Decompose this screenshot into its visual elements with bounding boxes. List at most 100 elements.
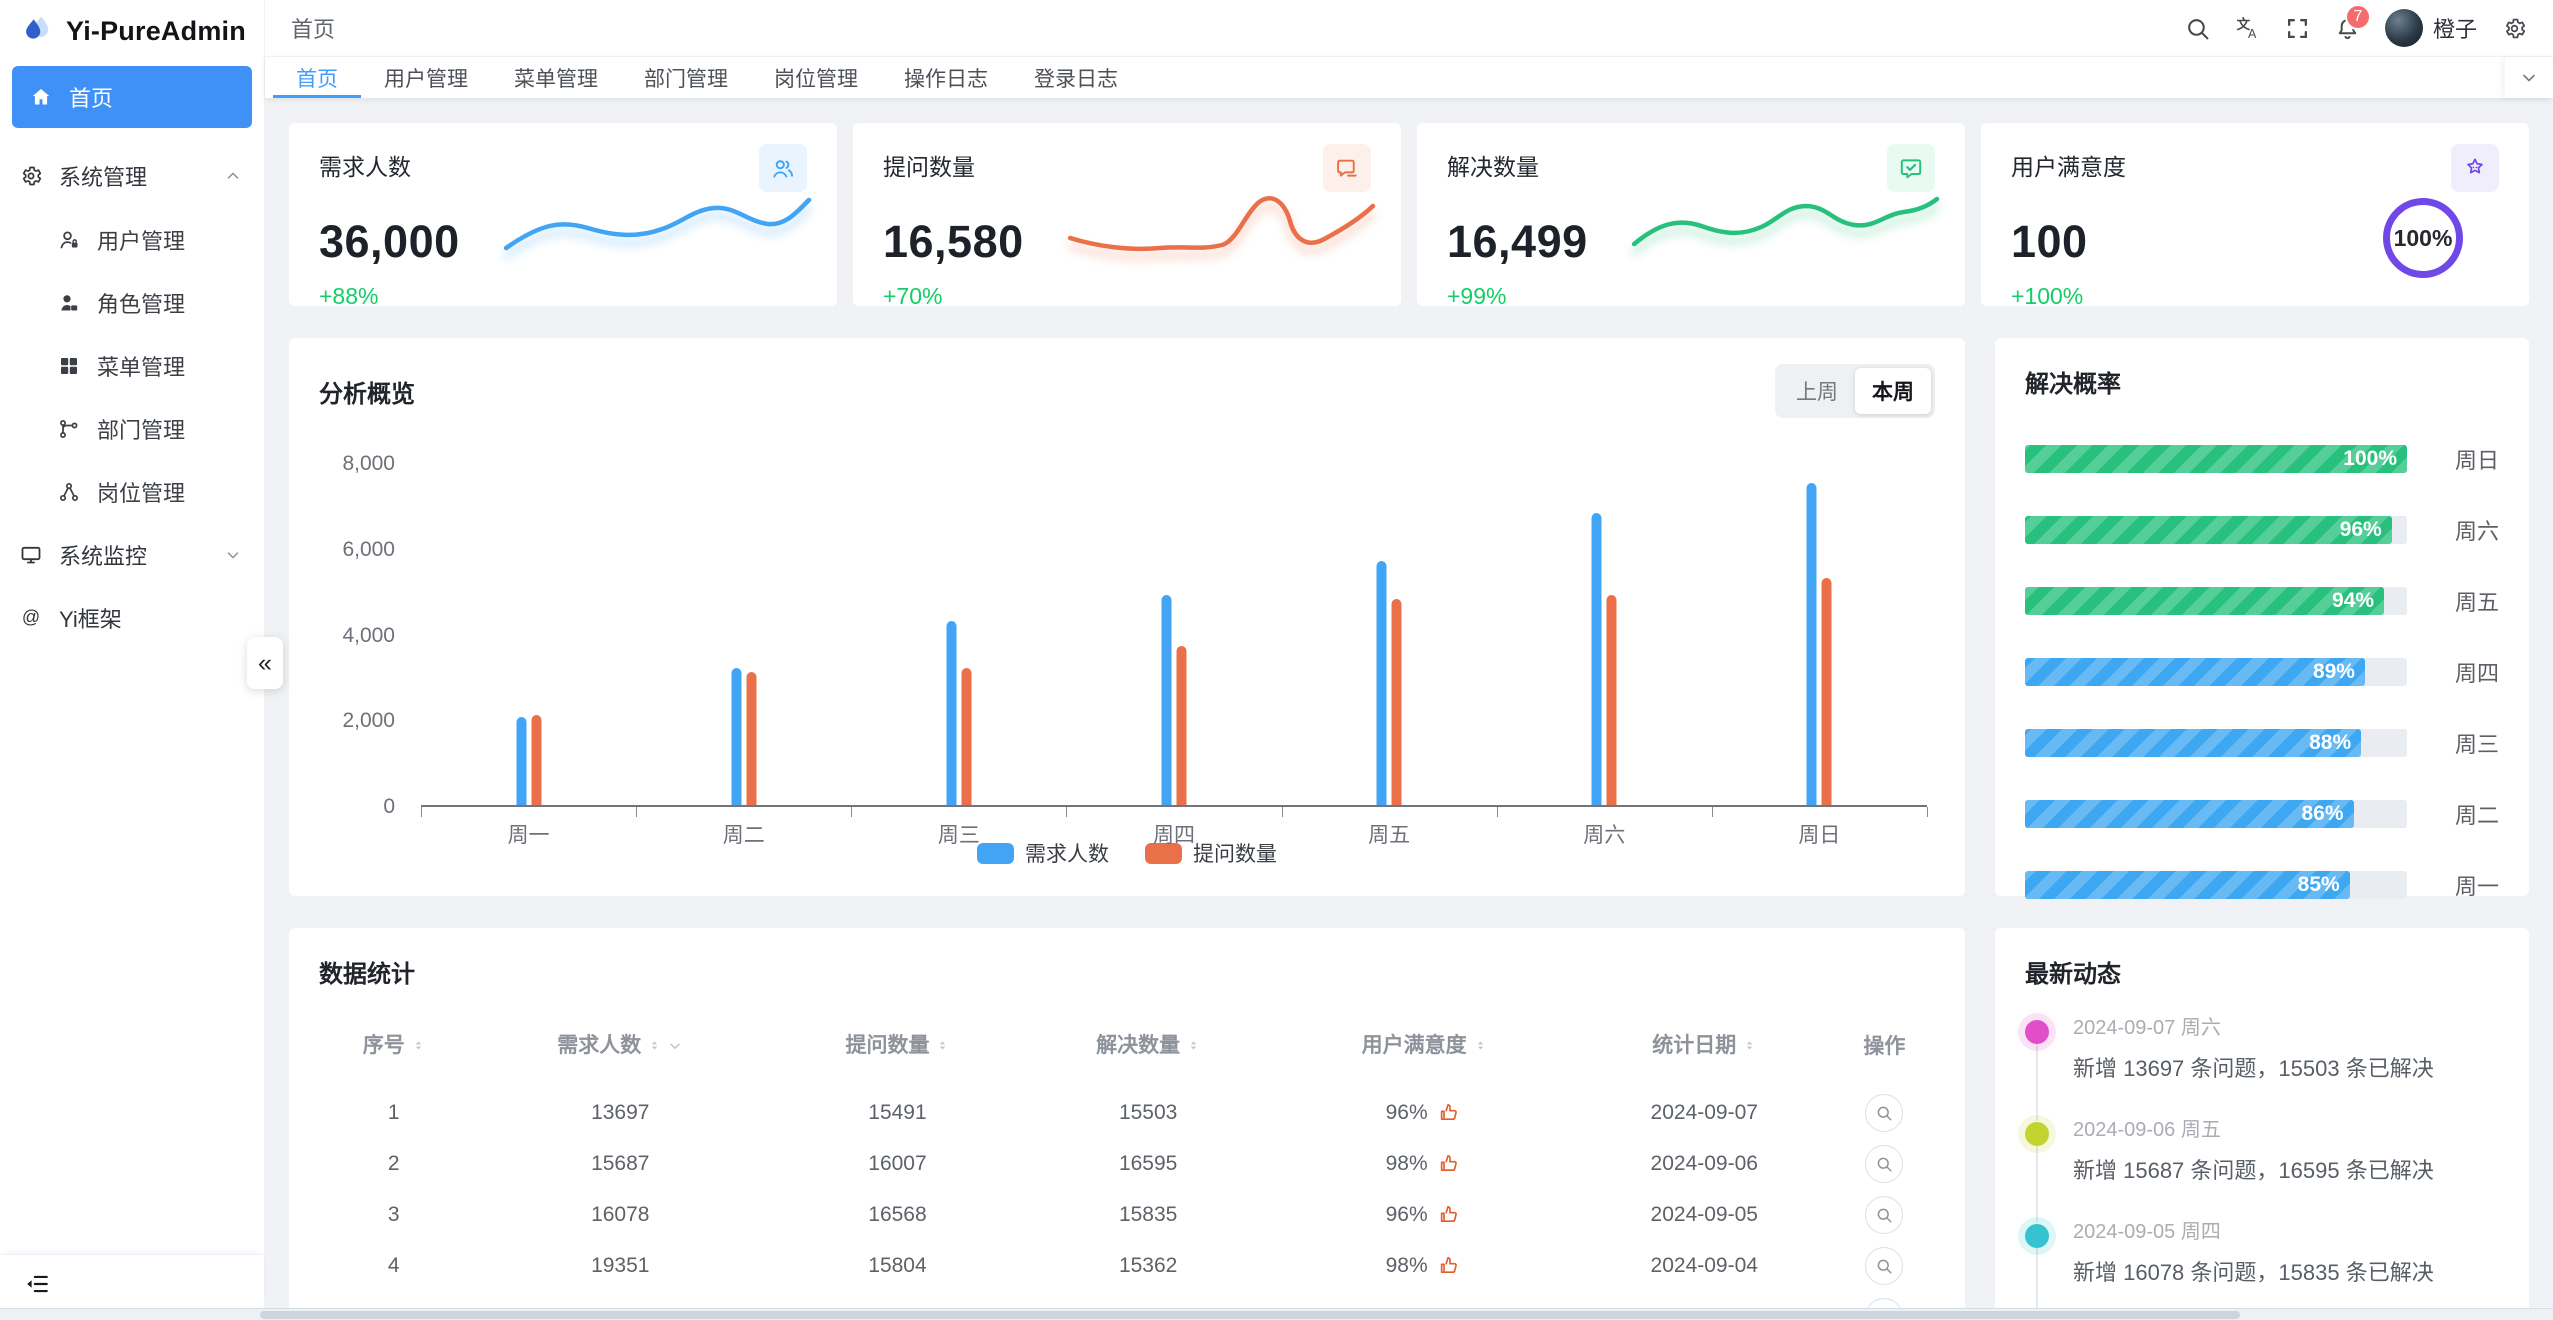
svg-text:文: 文 — [2237, 16, 2251, 32]
week-toggle: 上周 本周 — [1775, 364, 1935, 418]
table-column-header: 操作 — [1834, 999, 1935, 1087]
timeline-connector — [2036, 1041, 2038, 1121]
role-icon — [56, 290, 82, 316]
user-menu[interactable]: 橙子 — [2373, 9, 2489, 47]
table-column-label: 解决数量 — [1096, 1034, 1181, 1057]
sort-caret-icon[interactable] — [412, 1036, 425, 1061]
sort-caret-icon[interactable] — [648, 1036, 661, 1061]
timeline-entry: 2024-09-05 周四 新增 16078 条问题，15835 条已解决 — [2025, 1215, 2499, 1320]
table-column-header[interactable]: 提问数量 — [772, 999, 1023, 1087]
table-cell: 15835 — [1118, 1202, 1178, 1226]
sidebar-item-role[interactable]: 角色管理 — [0, 271, 264, 334]
table-column-header[interactable]: 序号 — [319, 999, 468, 1087]
table-cell: 15362 — [1118, 1253, 1178, 1277]
tab-item[interactable]: 首页 — [273, 57, 361, 98]
search-icon[interactable] — [2173, 0, 2223, 56]
bar-需求人数 — [1161, 595, 1172, 805]
user-icon — [56, 227, 82, 253]
solve-progress-row: 85% 周一 — [2025, 869, 2499, 901]
table-row: 4 19351 15804 15362 98% 2024-09-04 — [319, 1240, 1935, 1291]
table-cell: 16568 — [868, 1202, 927, 1226]
y-axis-label: 6,000 — [342, 537, 395, 561]
bar-提问数量 — [1391, 599, 1402, 805]
satisfaction-value: 96% — [1386, 1100, 1463, 1126]
row-view-button[interactable] — [1865, 1246, 1904, 1285]
table-column-header[interactable]: 用户满意度 — [1273, 999, 1574, 1087]
msg-check-icon — [1898, 155, 1924, 181]
chevron-down-icon[interactable] — [667, 1036, 683, 1060]
x-axis-label: 周日 — [1798, 824, 1841, 847]
tab-item[interactable]: 登录日志 — [1034, 67, 1118, 91]
sidebar-menu: 首页系统管理 用户管理 角色管理 菜单管理 部门管理 岗位管理 系统监控 @ Yi框架 — [0, 62, 264, 649]
progress-fill: 89% — [2025, 658, 2365, 686]
sidebar-item-share[interactable]: 岗位管理 — [0, 460, 264, 523]
sort-caret-icon[interactable] — [1187, 1036, 1200, 1061]
sidebar-item-user[interactable]: 用户管理 — [0, 208, 264, 271]
sort-caret-icon[interactable] — [936, 1036, 949, 1061]
row-view-button[interactable] — [1865, 1093, 1904, 1132]
settings-gear-icon[interactable] — [2489, 0, 2539, 56]
progress-track: 94% — [2025, 587, 2407, 615]
sidebar-item-grid[interactable]: 菜单管理 — [0, 334, 264, 397]
notification-bell-icon[interactable]: 7 — [2323, 0, 2373, 56]
app-logo[interactable]: Yi-PureAdmin — [0, 0, 264, 62]
stat-card-header: 需求人数 — [319, 144, 807, 192]
sparkline — [1629, 176, 1940, 276]
week-toggle-button[interactable]: 上周 — [1796, 381, 1838, 404]
sidebar-item-at[interactable]: @ Yi框架 — [0, 587, 264, 649]
sidebar-item-branch[interactable]: 部门管理 — [0, 397, 264, 460]
bar-提问数量 — [746, 672, 757, 805]
username: 橙子 — [2432, 17, 2477, 42]
tabs-more-chevron-down-icon[interactable] — [2505, 57, 2553, 98]
breadcrumb[interactable]: 首页 — [291, 17, 336, 42]
bar-需求人数 — [516, 717, 527, 805]
sparkline — [1065, 176, 1376, 276]
progress-track: 96% — [2025, 516, 2407, 544]
sort-caret-icon[interactable] — [1743, 1036, 1756, 1061]
tab-item[interactable]: 菜单管理 — [514, 67, 598, 91]
legend-item[interactable]: 提问数量 — [1145, 838, 1277, 868]
legend-item[interactable]: 需求人数 — [977, 838, 1109, 868]
stat-card-value: 16,499 — [1447, 216, 1588, 267]
progress-track: 85% — [2025, 871, 2407, 899]
stat-card-value: 16,580 — [883, 216, 1024, 267]
bar-需求人数 — [731, 668, 742, 805]
sidebar-item-monitor[interactable]: 系统监控 — [0, 523, 264, 587]
fullscreen-icon[interactable] — [2273, 0, 2323, 56]
sidebar-collapse-button[interactable]: « — [247, 637, 283, 689]
x-axis-tick — [421, 807, 422, 817]
tab-item[interactable]: 操作日志 — [904, 67, 988, 91]
tab-item[interactable]: 岗位管理 — [774, 67, 858, 91]
horizontal-scrollbar[interactable] — [0, 1308, 2553, 1320]
share-icon — [56, 479, 82, 505]
tab-item[interactable]: 用户管理 — [384, 67, 468, 91]
progress-day-label: 周四 — [2454, 661, 2499, 686]
chart-legend: 需求人数 提问数量 — [319, 828, 1935, 870]
x-axis-tick — [1281, 807, 1283, 817]
row-view-button[interactable] — [1865, 1144, 1904, 1183]
scrollbar-thumb[interactable] — [260, 1311, 2240, 1319]
satisfaction-text: 98% — [1385, 1151, 1428, 1175]
tab-item[interactable]: 部门管理 — [644, 67, 728, 91]
star-icon — [2462, 155, 2488, 181]
sort-caret-icon[interactable] — [1474, 1036, 1487, 1061]
timeline-entry: 2024-09-07 周六 新增 13697 条问题，15503 条已解决 — [2025, 1011, 2499, 1121]
progress-fill: 88% — [2025, 729, 2362, 757]
bar-提问数量 — [1821, 578, 1832, 805]
table-column-header[interactable]: 解决数量 — [1023, 999, 1274, 1087]
timeline-text: 新增 15687 条问题，16595 条已解决 — [2073, 1158, 2434, 1183]
week-toggle-button[interactable]: 本周 — [1855, 368, 1931, 414]
table-column-header[interactable]: 统计日期 — [1575, 999, 1834, 1087]
sidebar-item-gear[interactable]: 系统管理 — [0, 144, 264, 208]
solve-progress-row: 88% 周三 — [2025, 727, 2499, 759]
progress-fill: 94% — [2025, 587, 2385, 615]
bar-需求人数 — [1376, 561, 1387, 805]
solve-progress-row: 89% 周四 — [2025, 656, 2499, 688]
sidebar-item-home[interactable]: 首页 — [12, 66, 252, 128]
row-view-button[interactable] — [1865, 1195, 1904, 1234]
menu-fold-icon[interactable] — [24, 1271, 50, 1297]
bar-group — [1161, 595, 1187, 805]
table-column-header[interactable]: 需求人数 — [468, 999, 772, 1087]
